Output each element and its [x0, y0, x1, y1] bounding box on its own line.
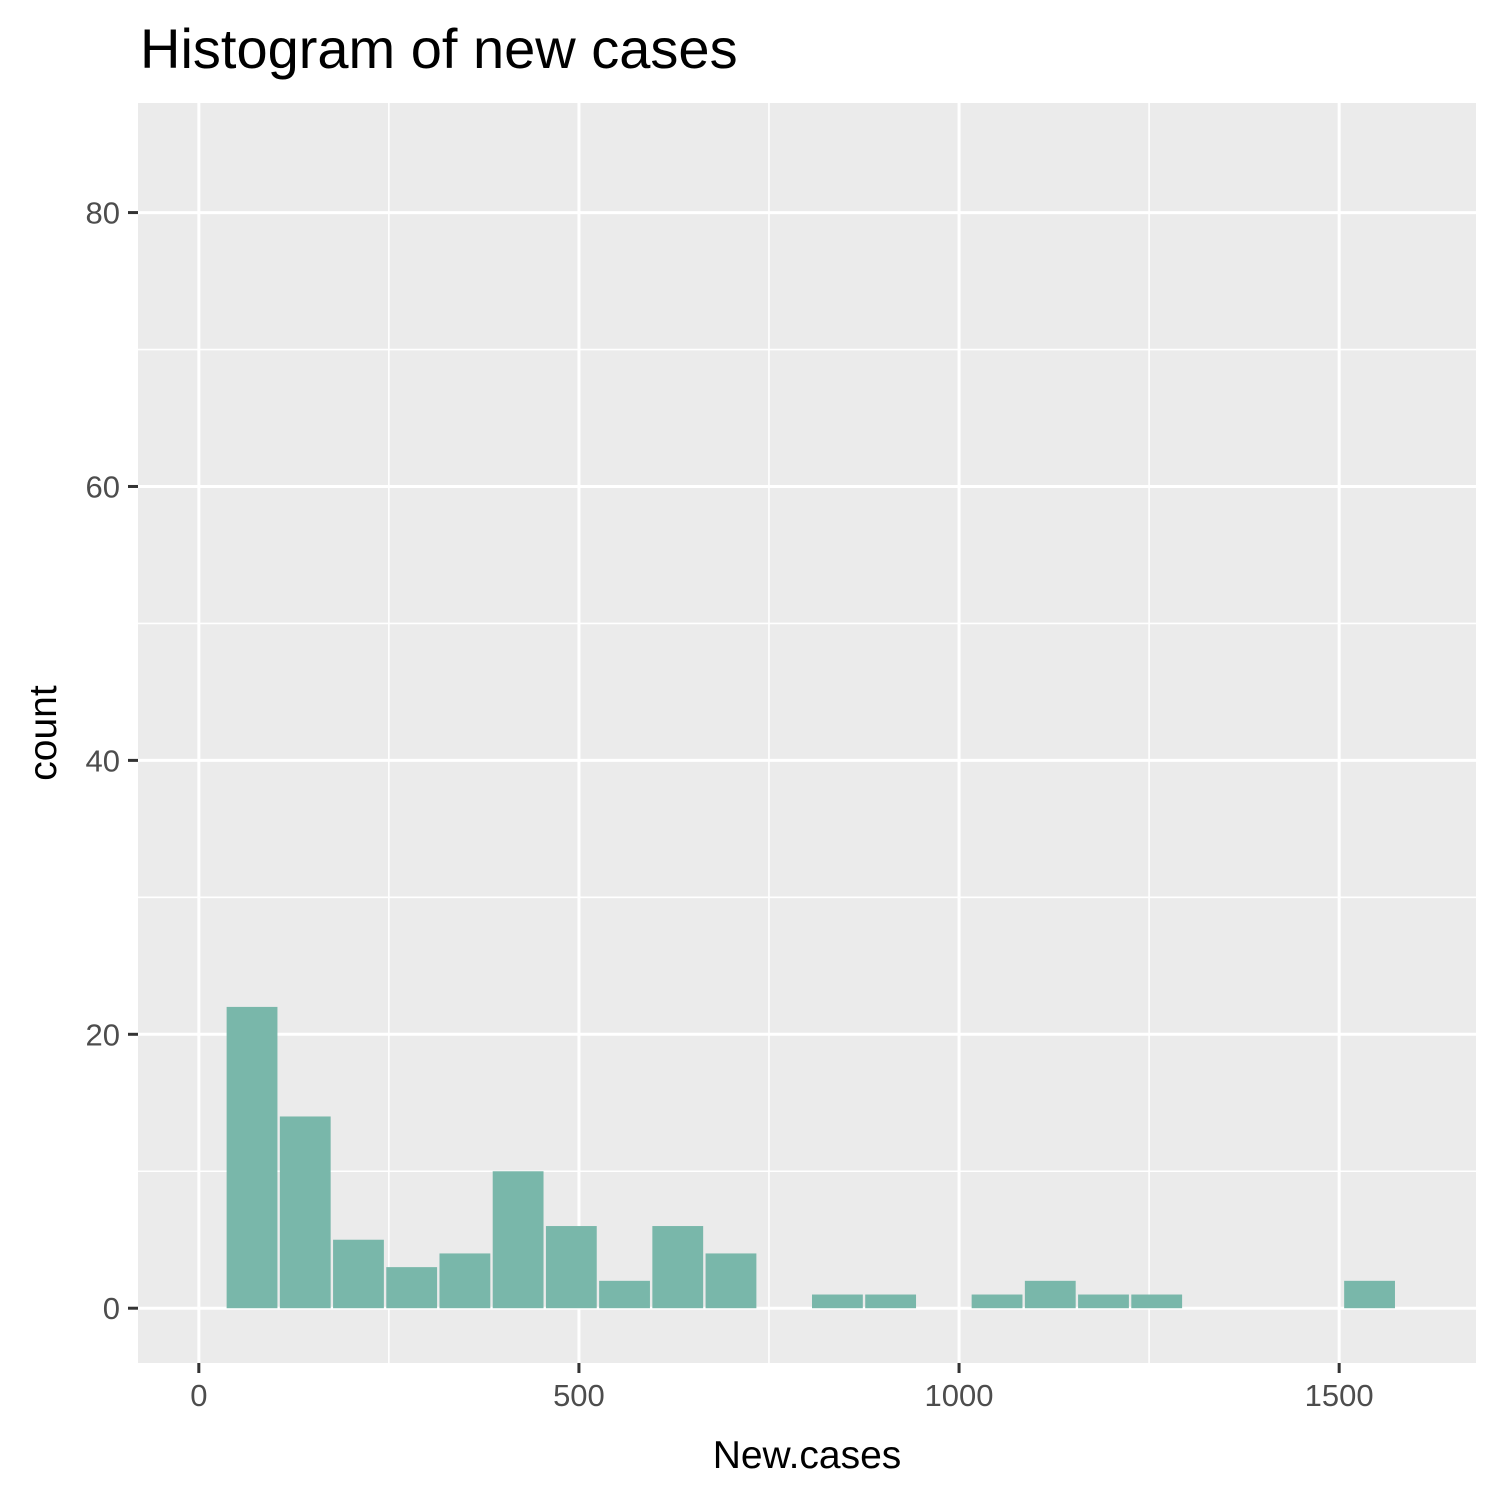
histogram-bar — [1024, 1280, 1076, 1309]
x-tick-label: 1000 — [925, 1378, 994, 1413]
histogram-bar — [599, 1280, 650, 1309]
histogram-bar — [865, 1294, 917, 1309]
y-tick-label: 60 — [86, 469, 120, 504]
y-tick-label: 20 — [86, 1017, 120, 1052]
x-axis-title: New.cases — [713, 1434, 902, 1477]
histogram-bar — [971, 1294, 1023, 1309]
histogram-bar — [333, 1239, 384, 1309]
y-tick-label: 0 — [103, 1291, 120, 1326]
histogram-bar — [545, 1226, 597, 1309]
histogram-bar — [812, 1294, 863, 1309]
histogram-bar — [226, 1006, 278, 1309]
histogram-bar — [1344, 1280, 1395, 1309]
y-tick-label: 40 — [86, 743, 120, 778]
histogram-bar — [652, 1226, 704, 1309]
y-axis-title: count — [22, 685, 65, 781]
histogram-bars — [226, 1006, 1395, 1309]
y-axis: 0 20 40 60 80 — [86, 196, 138, 1326]
histogram-bar — [1131, 1294, 1183, 1309]
x-axis: 0 500 1000 1500 — [190, 1363, 1374, 1413]
y-tick-label: 80 — [86, 196, 120, 231]
histogram-bar — [1078, 1294, 1129, 1309]
histogram-bar — [439, 1253, 491, 1309]
histogram-bar — [386, 1267, 438, 1309]
chart-title: Histogram of new cases — [140, 17, 738, 80]
x-tick-label: 0 — [190, 1378, 207, 1413]
x-tick-label: 500 — [553, 1378, 605, 1413]
histogram-bar — [705, 1253, 757, 1309]
histogram-bar — [279, 1116, 331, 1309]
histogram-bar — [492, 1171, 544, 1309]
plot-panel — [138, 103, 1476, 1363]
x-tick-label: 1500 — [1305, 1378, 1374, 1413]
grid-minor — [138, 103, 1476, 1363]
